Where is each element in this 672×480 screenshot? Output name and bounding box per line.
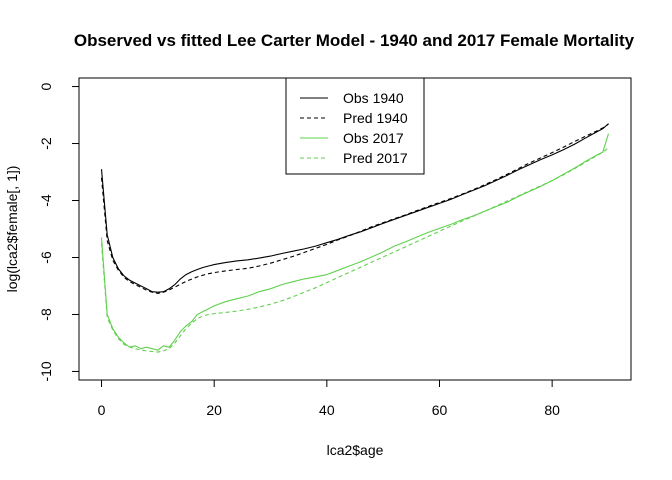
legend: Obs 1940 Pred 1940 Obs 2017 Pred 2017	[285, 77, 425, 175]
y-tick-label: -8	[38, 308, 54, 321]
y-tick-label: -2	[38, 137, 54, 150]
x-tick-label: 60	[432, 402, 448, 418]
y-tick-label: -10	[38, 361, 54, 381]
chart-title: Observed vs fitted Lee Carter Model - 19…	[74, 31, 635, 50]
series-layer	[100, 123, 610, 353]
y-tick-label: -6	[38, 251, 54, 264]
x-tick-label: 20	[206, 402, 222, 418]
y-tick-label: -4	[38, 194, 54, 207]
series-line-obs-2017	[100, 133, 610, 351]
x-tick-label: 40	[319, 402, 335, 418]
series-line-pred-1940	[100, 123, 609, 294]
x-axis: 0 20 40 60 80	[98, 379, 560, 418]
y-axis: 0 -2 -4 -6 -8 -10	[38, 82, 80, 382]
y-tick-label: 0	[38, 82, 54, 90]
legend-label: Obs 1940	[343, 90, 404, 106]
y-axis-label: log(lca2$female[, 1])	[4, 166, 20, 293]
series-line-pred-2017	[100, 147, 609, 353]
legend-label: Pred 1940	[343, 110, 408, 126]
x-tick-label: 0	[98, 402, 106, 418]
x-tick-label: 80	[544, 402, 560, 418]
series-line-obs-1940	[100, 123, 609, 293]
x-axis-label: lca2$age	[327, 442, 384, 458]
legend-label: Pred 2017	[343, 150, 408, 166]
legend-label: Obs 2017	[343, 130, 404, 146]
